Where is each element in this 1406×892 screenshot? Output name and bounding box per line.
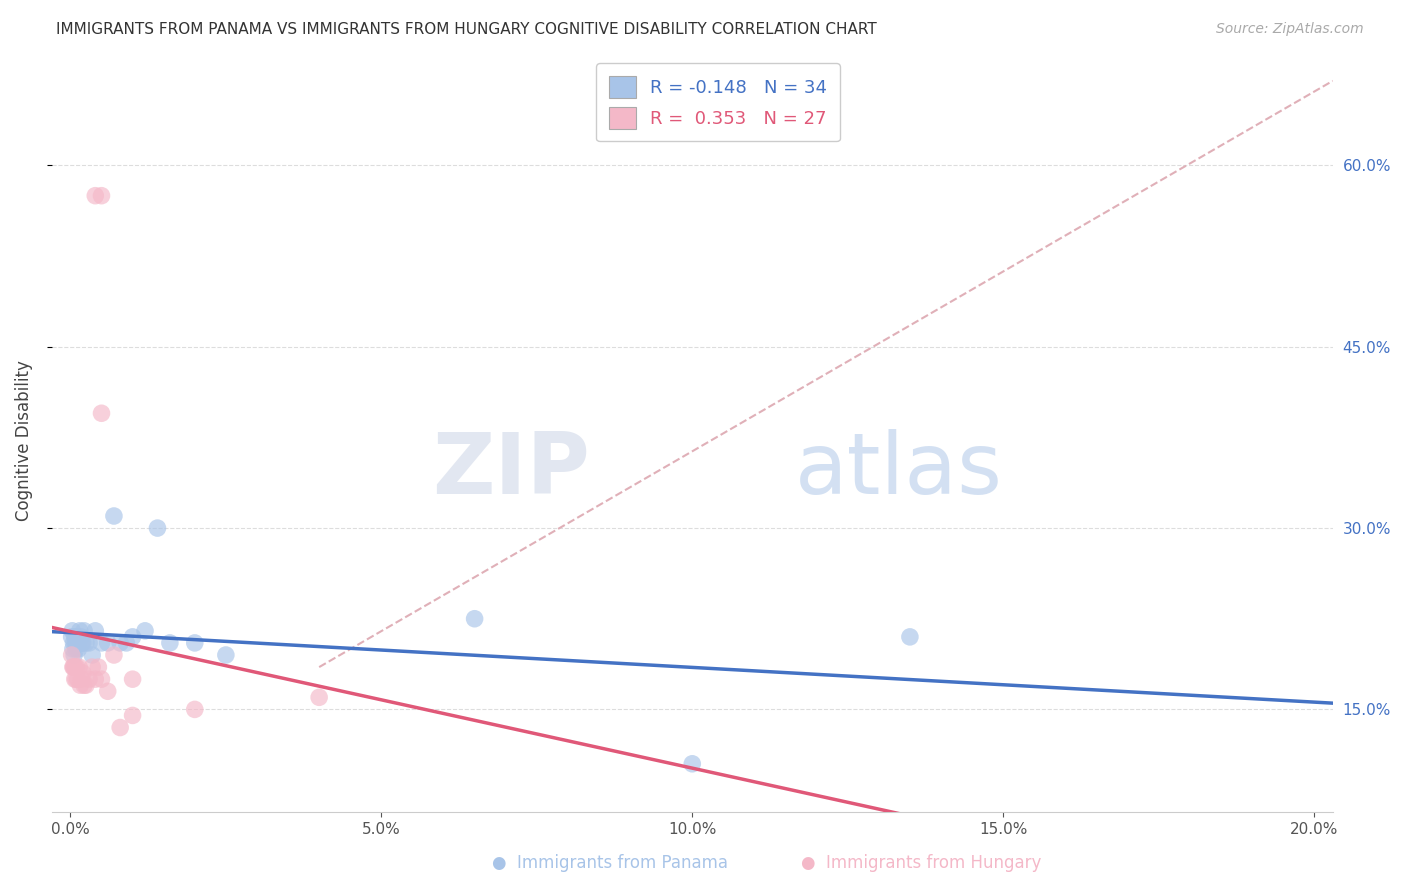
Point (75, 678, 97, 692)
Point (82, 648, 104, 662)
Point (63, 672, 86, 686)
Legend: R = -0.148   N = 34, R =  0.353   N = 27: R = -0.148 N = 34, R = 0.353 N = 27 (596, 63, 839, 141)
Point (63, 648, 86, 662)
Point (66, 672, 89, 686)
Point (308, 690, 330, 705)
Point (65, 630, 87, 644)
Point (103, 508, 125, 523)
Point (70, 672, 93, 686)
Point (87, 660, 110, 674)
Text: atlas: atlas (794, 429, 1002, 512)
Point (62, 660, 84, 674)
Point (103, 648, 125, 662)
Point (60, 624, 83, 638)
Point (77, 672, 100, 686)
Point (72, 636, 94, 650)
Point (84, 624, 107, 638)
Point (146, 521, 169, 535)
Point (73, 678, 96, 692)
Point (108, 636, 131, 650)
Point (82, 660, 104, 674)
Point (70, 630, 93, 644)
Point (898, 630, 921, 644)
Point (66, 636, 89, 650)
Point (65, 642, 87, 657)
Point (215, 648, 238, 662)
Text: ●  Immigrants from Panama: ● Immigrants from Panama (492, 855, 728, 872)
Point (75, 636, 97, 650)
Point (90, 188, 112, 202)
Text: Source: ZipAtlas.com: Source: ZipAtlas.com (1216, 22, 1364, 37)
Point (84, 672, 107, 686)
Point (77, 636, 100, 650)
Point (63, 630, 86, 644)
Point (115, 636, 138, 650)
Point (63, 660, 86, 674)
Point (681, 756, 703, 771)
Point (62, 642, 84, 657)
Point (65, 672, 87, 686)
Point (184, 636, 207, 650)
Point (70, 636, 93, 650)
Point (65, 636, 87, 650)
Y-axis label: Cognitive Disability: Cognitive Disability (15, 360, 32, 521)
Point (73, 624, 96, 638)
Point (464, 612, 486, 626)
Point (60, 630, 83, 644)
Point (90, 672, 112, 686)
Text: ZIP: ZIP (432, 429, 589, 512)
Point (97, 636, 120, 650)
Point (108, 721, 131, 735)
Point (84, 188, 107, 202)
Point (60, 648, 83, 662)
Point (69, 678, 91, 692)
Point (65, 660, 87, 674)
Point (62, 636, 84, 650)
Point (90, 636, 112, 650)
Point (62, 660, 84, 674)
Point (67, 660, 90, 674)
Point (65, 660, 87, 674)
Point (67, 642, 90, 657)
Point (72, 666, 94, 681)
Text: IMMIGRANTS FROM PANAMA VS IMMIGRANTS FROM HUNGARY COGNITIVE DISABILITY CORRELATI: IMMIGRANTS FROM PANAMA VS IMMIGRANTS FRO… (56, 22, 877, 37)
Point (121, 630, 143, 644)
Point (121, 708, 143, 723)
Point (184, 702, 207, 716)
Point (121, 672, 143, 686)
Point (90, 406, 112, 420)
Text: ●  Immigrants from Hungary: ● Immigrants from Hungary (801, 855, 1042, 872)
Point (69, 624, 91, 638)
Point (159, 636, 181, 650)
Point (97, 684, 120, 698)
Point (134, 624, 156, 638)
